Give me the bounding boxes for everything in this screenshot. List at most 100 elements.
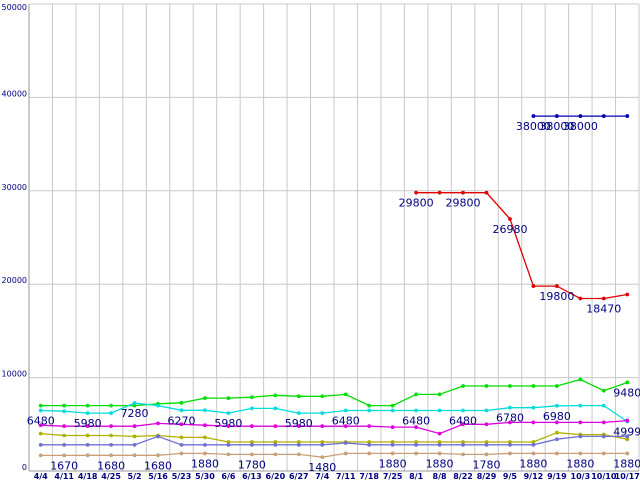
data-point (601, 114, 606, 118)
data-point (179, 400, 184, 405)
series-line (416, 192, 628, 300)
data-point (461, 190, 465, 195)
data-point (601, 296, 606, 301)
data-point (578, 451, 583, 456)
data-point (484, 408, 489, 413)
data-point (203, 442, 207, 447)
data-point (203, 435, 207, 440)
data-point (367, 440, 372, 444)
data-point (273, 452, 278, 457)
x-tick-label: 4/11 (54, 472, 74, 480)
data-point (437, 451, 442, 456)
data-point (414, 442, 419, 447)
data-point (508, 451, 512, 456)
data-point (508, 442, 512, 447)
data-point (531, 284, 536, 288)
data-label: 38000 (539, 120, 574, 133)
data-point (62, 424, 67, 429)
data-point (390, 408, 395, 413)
data-point (343, 408, 348, 413)
data-point (296, 452, 301, 457)
data-point (601, 388, 606, 393)
axes (28, 4, 639, 472)
data-label: 1880 (613, 457, 640, 470)
data-point (554, 451, 559, 456)
data-point (414, 451, 419, 456)
data-point (578, 377, 583, 382)
data-label: 1780 (473, 458, 501, 471)
data-point (531, 114, 536, 118)
series-line (40, 378, 628, 407)
data-point (461, 422, 465, 427)
data-point (249, 424, 254, 429)
data-label: 29800 (446, 197, 481, 210)
series-line (40, 419, 628, 435)
data-point (226, 396, 231, 401)
x-tick-label: 4/18 (78, 472, 98, 480)
data-point (85, 442, 90, 447)
x-tick-label: 5/16 (148, 472, 168, 480)
data-point (296, 442, 301, 447)
data-point (367, 442, 372, 447)
data-point (508, 384, 512, 388)
data-point (343, 392, 348, 397)
data-point (132, 424, 137, 429)
data-label: 4999 (613, 425, 640, 438)
data-point (554, 437, 559, 442)
data-point (203, 408, 207, 413)
data-label: 5980 (74, 417, 102, 430)
data-point (296, 394, 301, 399)
data-label: 6980 (543, 410, 571, 423)
data-point (226, 424, 231, 429)
data-point (508, 440, 512, 444)
data-point (625, 437, 630, 442)
data-point (437, 408, 442, 413)
data-point (414, 408, 419, 413)
x-tick-label: 10/17 (615, 472, 640, 480)
data-point (156, 403, 160, 408)
data-label: 7280 (121, 407, 149, 420)
data-point (38, 408, 43, 413)
data-point (85, 424, 90, 429)
data-point (625, 451, 630, 456)
data-point (390, 425, 395, 430)
data-point (625, 418, 630, 423)
data-point (343, 441, 348, 445)
x-tick-label: 8/29 (477, 472, 497, 480)
y-tick-label: 0 (22, 463, 27, 472)
data-point (249, 452, 254, 457)
data-point (367, 424, 372, 429)
data-point (320, 424, 325, 429)
data-point (390, 403, 395, 408)
data-point (226, 452, 231, 457)
data-point (625, 434, 630, 439)
data-point (484, 452, 489, 457)
data-point (320, 394, 325, 399)
data-point (226, 442, 231, 447)
data-point (109, 442, 114, 447)
data-point (203, 451, 207, 456)
data-point (554, 114, 559, 118)
data-point (320, 440, 325, 444)
data-point (249, 442, 254, 447)
data-label: 1880 (426, 457, 454, 470)
data-point (38, 431, 43, 436)
x-tick-label: 9/19 (547, 472, 567, 480)
data-point (508, 217, 512, 221)
x-tick-label: 6/27 (289, 472, 309, 480)
data-point (273, 442, 278, 447)
x-tick-label: 8/22 (453, 472, 473, 480)
data-point (437, 442, 442, 447)
data-label: 26980 (492, 223, 527, 236)
x-tick-label: 5/2 (128, 472, 142, 480)
x-tick-label: 8/8 (433, 472, 447, 480)
data-point (156, 453, 160, 458)
data-point (203, 396, 207, 401)
x-tick-label: 7/4 (315, 472, 329, 480)
data-point (578, 296, 583, 301)
data-point (273, 440, 278, 444)
data-point (578, 434, 583, 439)
data-point (226, 440, 231, 444)
x-tick-label: 9/12 (524, 472, 544, 480)
data-point (554, 284, 559, 288)
